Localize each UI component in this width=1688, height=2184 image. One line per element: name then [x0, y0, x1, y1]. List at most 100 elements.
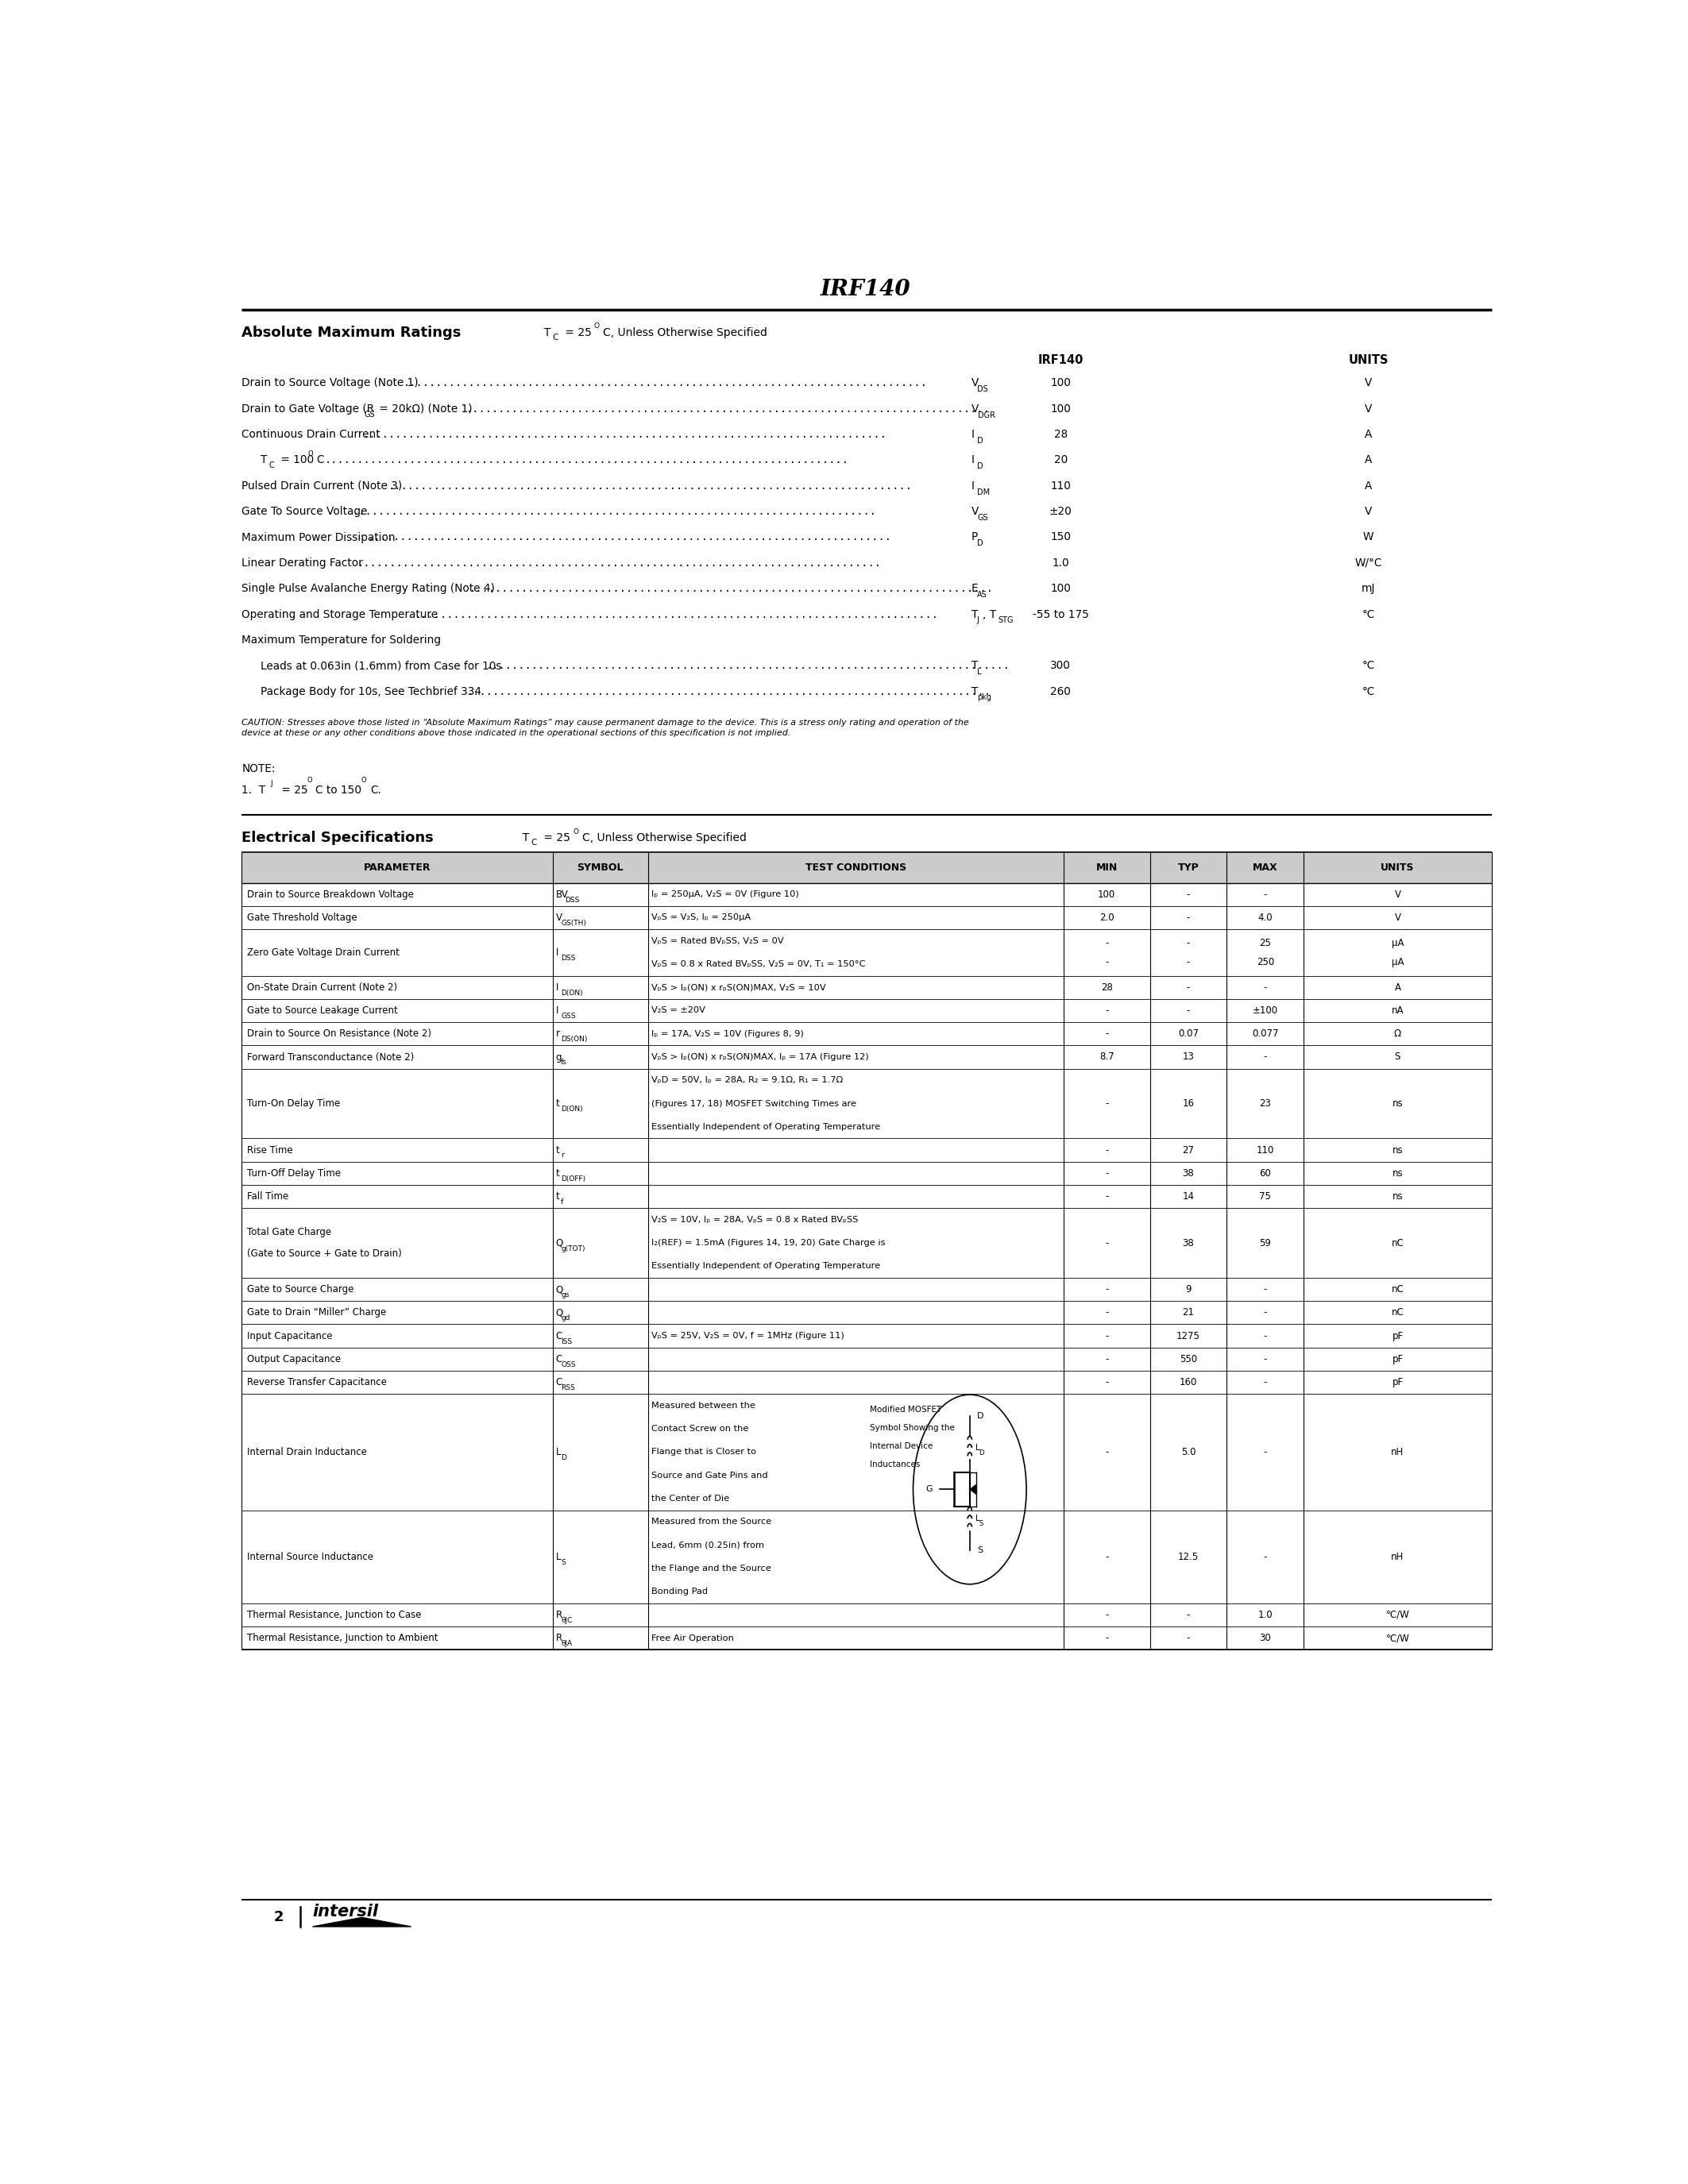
Text: G: G: [925, 1485, 932, 1494]
Text: 9: 9: [1185, 1284, 1192, 1295]
Text: O: O: [307, 450, 312, 456]
Text: -: -: [1187, 889, 1190, 900]
Text: Free Air Operation: Free Air Operation: [652, 1634, 734, 1642]
Text: ................................................................................: ........................................…: [466, 404, 991, 415]
Text: C, Unless Otherwise Specified: C, Unless Otherwise Specified: [582, 832, 746, 843]
Text: -55 to 175: -55 to 175: [1033, 609, 1089, 620]
Text: CAUTION: Stresses above those listed in “Absolute Maximum Ratings” may cause per: CAUTION: Stresses above those listed in …: [241, 719, 969, 738]
Text: UNITS: UNITS: [1349, 354, 1389, 367]
Text: VₚS = V₂S, Iₚ = 250μA: VₚS = V₂S, Iₚ = 250μA: [652, 913, 751, 922]
Text: -: -: [1264, 1551, 1268, 1562]
Text: V: V: [555, 913, 562, 924]
Text: AS: AS: [977, 592, 987, 598]
Text: Modified MOSFET: Modified MOSFET: [869, 1404, 942, 1413]
Text: Pulsed Drain Current (Note 3): Pulsed Drain Current (Note 3): [241, 480, 402, 491]
Text: ................................................................................: ........................................…: [468, 686, 991, 697]
Text: T: T: [971, 609, 977, 620]
Text: R: R: [555, 1610, 562, 1621]
Text: 28: 28: [1101, 983, 1112, 992]
Text: 5.0: 5.0: [1182, 1448, 1195, 1457]
Text: nA: nA: [1391, 1005, 1404, 1016]
Text: = 25: = 25: [279, 784, 307, 795]
Text: A: A: [1364, 454, 1372, 465]
Text: -: -: [1106, 1354, 1109, 1365]
Text: S: S: [977, 1546, 982, 1555]
Text: VₚS = 25V, V₂S = 0V, f = 1MHz (Figure 11): VₚS = 25V, V₂S = 0V, f = 1MHz (Figure 11…: [652, 1332, 844, 1339]
Text: Reverse Transfer Capacitance: Reverse Transfer Capacitance: [246, 1378, 387, 1387]
Text: = 20kΩ) (Note 1): = 20kΩ) (Note 1): [376, 404, 473, 415]
Text: ns: ns: [1393, 1190, 1403, 1201]
Text: °C: °C: [1362, 660, 1374, 670]
Text: A: A: [1364, 480, 1372, 491]
Text: Measured between the: Measured between the: [652, 1402, 755, 1409]
Text: OSS: OSS: [560, 1361, 576, 1367]
Text: gd: gd: [560, 1315, 571, 1321]
Text: pF: pF: [1393, 1330, 1403, 1341]
Text: D: D: [977, 437, 982, 446]
Text: ISS: ISS: [560, 1339, 572, 1345]
Text: V: V: [1364, 507, 1372, 518]
Text: (Gate to Source + Gate to Drain): (Gate to Source + Gate to Drain): [246, 1249, 402, 1258]
Text: Iₚ = 17A, V₂S = 10V (Figures 8, 9): Iₚ = 17A, V₂S = 10V (Figures 8, 9): [652, 1031, 803, 1037]
Text: C, Unless Otherwise Specified: C, Unless Otherwise Specified: [603, 328, 768, 339]
Text: C.: C.: [370, 784, 381, 795]
Text: Zero Gate Voltage Drain Current: Zero Gate Voltage Drain Current: [246, 948, 398, 957]
Text: 1.0: 1.0: [1052, 557, 1069, 568]
Text: DSS: DSS: [560, 954, 576, 961]
Text: IRF140: IRF140: [820, 280, 910, 301]
Polygon shape: [969, 1485, 976, 1494]
Text: DS(ON): DS(ON): [560, 1035, 587, 1044]
Text: g: g: [555, 1053, 562, 1061]
Text: 16: 16: [1182, 1099, 1195, 1109]
Text: GS: GS: [365, 411, 375, 419]
Text: On-State Drain Current (Note 2): On-State Drain Current (Note 2): [246, 983, 397, 992]
Text: -: -: [1106, 939, 1109, 948]
Text: -: -: [1187, 1005, 1190, 1016]
Text: 20: 20: [1053, 454, 1067, 465]
Text: 4.0: 4.0: [1258, 913, 1273, 924]
Text: -: -: [1187, 1610, 1190, 1621]
Text: Essentially Independent of Operating Temperature: Essentially Independent of Operating Tem…: [652, 1123, 879, 1131]
Text: BV: BV: [555, 889, 569, 900]
Text: Gate to Drain “Miller” Charge: Gate to Drain “Miller” Charge: [246, 1308, 387, 1317]
Text: Forward Transconductance (Note 2): Forward Transconductance (Note 2): [246, 1053, 414, 1061]
Text: Thermal Resistance, Junction to Case: Thermal Resistance, Junction to Case: [246, 1610, 420, 1621]
Text: I: I: [971, 480, 974, 491]
Text: Essentially Independent of Operating Temperature: Essentially Independent of Operating Tem…: [652, 1262, 879, 1271]
Text: C: C: [555, 1378, 562, 1387]
Text: -: -: [1187, 1634, 1190, 1642]
Text: Output Capacitance: Output Capacitance: [246, 1354, 341, 1365]
Text: Internal Source Inductance: Internal Source Inductance: [246, 1551, 373, 1562]
Text: -: -: [1106, 1005, 1109, 1016]
Text: t: t: [555, 1099, 559, 1109]
Text: V: V: [1364, 404, 1372, 415]
Text: R: R: [555, 1634, 562, 1642]
Text: t: t: [555, 1190, 559, 1201]
Text: r: r: [555, 1029, 560, 1040]
Text: 28: 28: [1053, 428, 1067, 441]
Text: ................................................................................: ........................................…: [353, 507, 878, 518]
Text: 2.0: 2.0: [1099, 913, 1114, 924]
Text: J: J: [977, 616, 979, 625]
Text: Package Body for 10s, See Techbrief 334: Package Body for 10s, See Techbrief 334: [260, 686, 481, 697]
Text: Drain to Source On Resistance (Note 2): Drain to Source On Resistance (Note 2): [246, 1029, 430, 1040]
Text: -: -: [1264, 1378, 1268, 1387]
Text: Operating and Storage Temperature: Operating and Storage Temperature: [241, 609, 439, 620]
Text: D: D: [560, 1455, 567, 1461]
Text: P: P: [971, 531, 977, 544]
Text: pF: pF: [1393, 1378, 1403, 1387]
Text: 38: 38: [1182, 1238, 1193, 1247]
Text: C to 150: C to 150: [316, 784, 361, 795]
Text: O: O: [307, 775, 312, 784]
Text: VₚS = 0.8 x Rated BVₚSS, V₂S = 0V, T₁ = 150°C: VₚS = 0.8 x Rated BVₚSS, V₂S = 0V, T₁ = …: [652, 961, 866, 968]
Text: ................................................................................: ........................................…: [469, 583, 993, 594]
Text: NOTE:: NOTE:: [241, 762, 275, 773]
Text: Single Pulse Avalanche Energy Rating (Note 4): Single Pulse Avalanche Energy Rating (No…: [241, 583, 495, 594]
Text: 75: 75: [1259, 1190, 1271, 1201]
Text: Fall Time: Fall Time: [246, 1190, 289, 1201]
Text: GSS: GSS: [560, 1013, 576, 1020]
Text: S: S: [979, 1520, 984, 1527]
Text: Input Capacitance: Input Capacitance: [246, 1330, 333, 1341]
Text: L: L: [555, 1448, 560, 1457]
Text: θJC: θJC: [560, 1616, 572, 1625]
